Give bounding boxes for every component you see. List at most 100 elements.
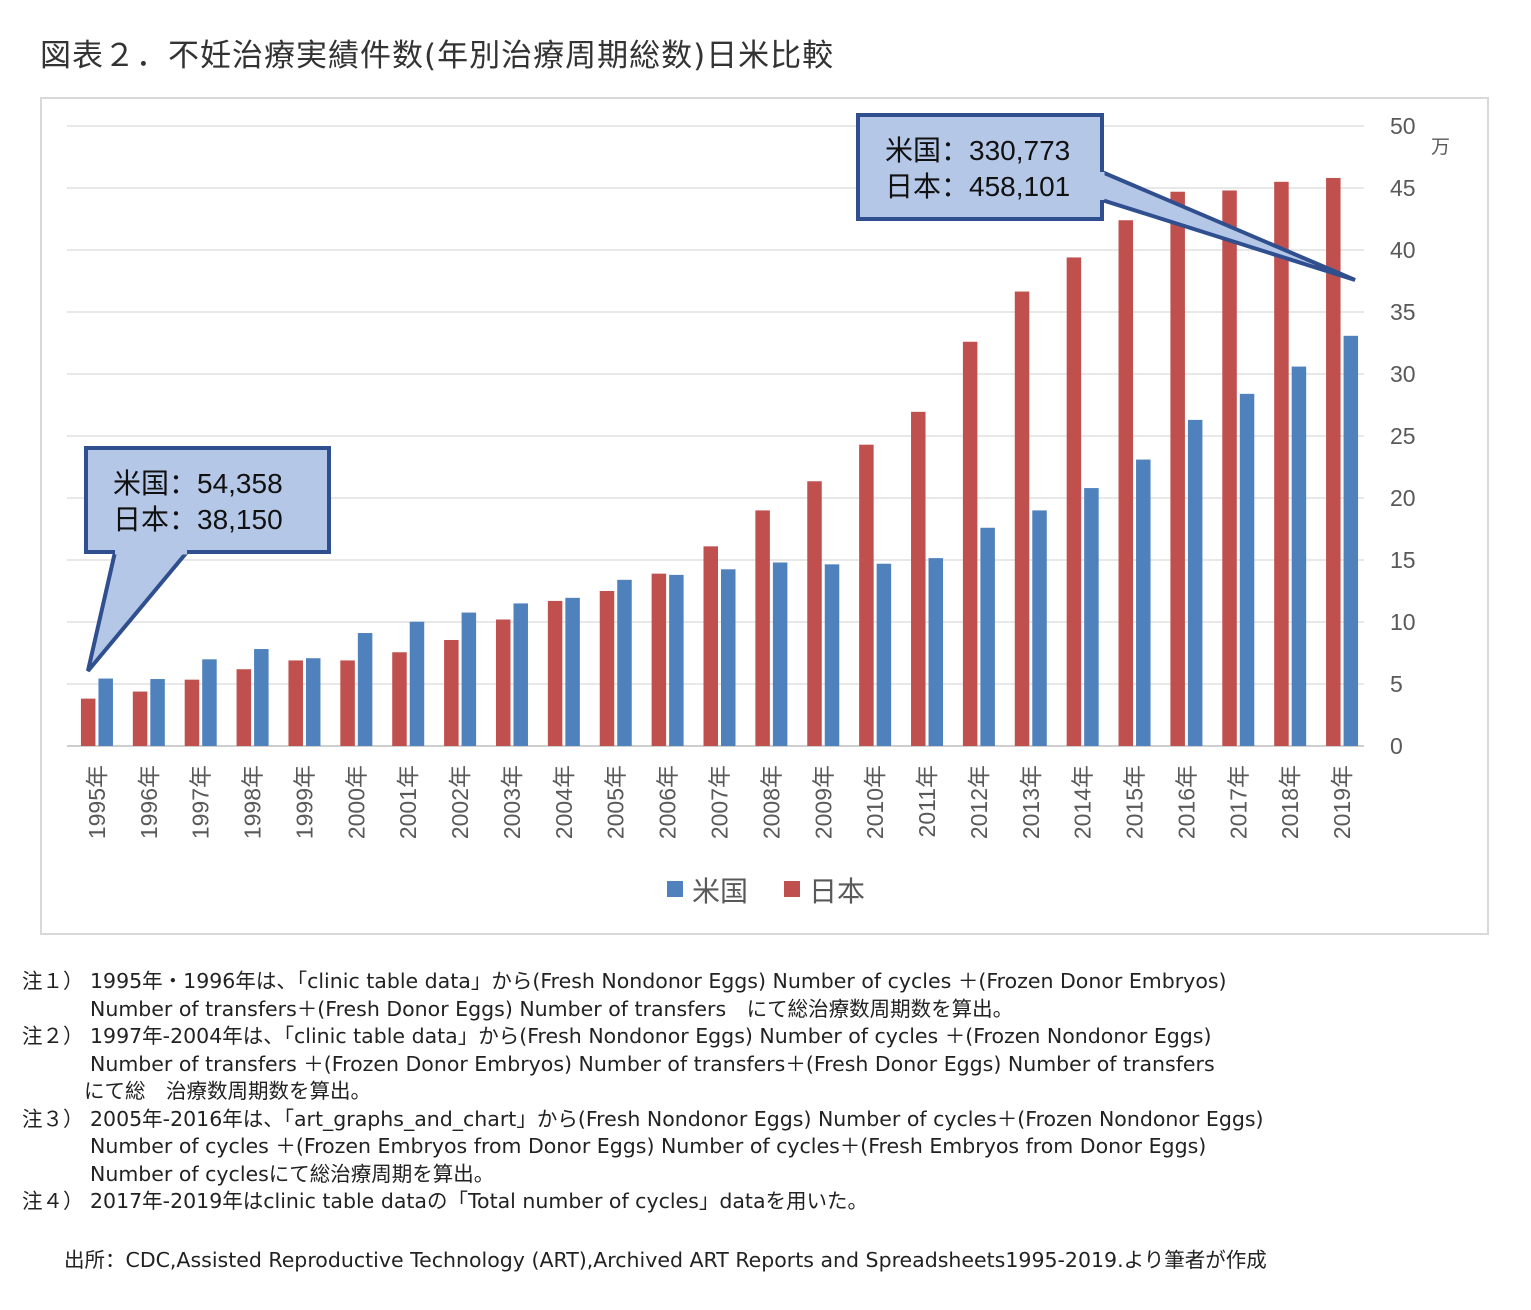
y-tick-label: 10 — [1390, 609, 1416, 635]
bar-japan — [340, 660, 355, 746]
bar-japan — [80, 698, 96, 746]
bar-japan — [703, 546, 718, 746]
legend-label: 日本 — [809, 876, 865, 907]
x-tick-label: 2009年 — [810, 765, 836, 839]
bar-japan — [807, 481, 822, 746]
note-line: 1995年・1996年は、「clinic table data」から(Fresh… — [90, 969, 1227, 993]
source-citation: 出所：CDC,Assisted Reproductive Technology … — [64, 1248, 1267, 1272]
bar-usa — [1136, 459, 1151, 746]
note-4: 注４） 2017年-2019年はclinic table dataの「Total… — [22, 1188, 1502, 1216]
bar-japan — [599, 591, 615, 746]
x-tick-label: 1997年 — [188, 765, 214, 839]
x-tick-label: 2010年 — [862, 765, 888, 839]
bar-japan — [444, 639, 459, 746]
bar-usa — [513, 603, 528, 746]
x-tick-label: 2015年 — [1122, 765, 1148, 839]
x-tick-label: 2014年 — [1070, 765, 1096, 839]
y-tick-label: 35 — [1390, 299, 1416, 325]
callout-text: 米国：54,358 — [113, 468, 283, 499]
x-tick-label: 2018年 — [1277, 765, 1303, 839]
legend-swatch — [784, 881, 800, 897]
note-line: Number of cycles ＋(Frozen Embryos from D… — [90, 1134, 1207, 1158]
page-title: 図表２．不妊治療実績件数(年別治療周期総数)日米比較 — [40, 38, 835, 74]
note-line: Number of transfers ＋(Frozen Donor Embry… — [90, 1051, 1215, 1076]
bar-japan — [547, 600, 563, 746]
notes: 注１） 1995年・1996年は、「clinic table data」から(F… — [22, 968, 1502, 1216]
x-tick-label: 1998年 — [240, 765, 266, 839]
bar-japan — [962, 341, 978, 746]
x-tick-label: 2008年 — [758, 765, 784, 839]
y-tick-label: 30 — [1390, 361, 1416, 387]
note-3: 注３） 2005年-2016年は、「art_graphs_and_chart」か… — [22, 1106, 1502, 1189]
bar-japan — [1222, 190, 1237, 747]
bar-usa — [305, 658, 321, 746]
bar-usa — [565, 597, 580, 746]
note-line: 1997年-2004年は、「clinic table data」から(Fresh… — [90, 1024, 1212, 1048]
bar-japan — [132, 691, 148, 746]
y-tick-label: 40 — [1390, 237, 1416, 263]
note-label: 注２） — [22, 1024, 84, 1048]
y-tick-label: 5 — [1390, 671, 1403, 697]
bar-japan — [1066, 257, 1082, 746]
legend-swatch — [667, 881, 683, 897]
bar-usa — [669, 574, 684, 746]
note-label: 注１） — [22, 969, 84, 993]
bar-usa — [1032, 510, 1047, 746]
x-tick-label: 1995年 — [84, 765, 110, 839]
bar-japan — [1326, 177, 1341, 746]
chart-frame — [40, 97, 1489, 935]
y-tick-label: 0 — [1390, 733, 1403, 759]
bar-usa — [254, 649, 269, 746]
bar-usa — [409, 621, 425, 746]
bar-japan — [911, 411, 926, 746]
bar-chart: 0 5 10 15 20 25 30 35 40 45 50 万 1995年 1996年 1997年 1998… — [67, 113, 1450, 907]
bar-usa — [1343, 335, 1359, 746]
bar-usa — [1084, 488, 1099, 746]
x-tick-label: 2000年 — [343, 765, 369, 839]
y-unit-label: 万 — [1431, 137, 1450, 158]
bar-usa — [98, 678, 113, 746]
bar-usa — [202, 659, 217, 746]
bar-japan — [236, 669, 252, 746]
note-line: 2017年-2019年はclinic table dataの「Total num… — [90, 1189, 869, 1213]
bar-usa — [1187, 419, 1203, 746]
bar-usa — [721, 569, 736, 746]
y-tick-label: 50 — [1390, 113, 1416, 139]
x-tick-label: 2016年 — [1173, 765, 1199, 839]
bar-japan — [184, 679, 200, 746]
bar-usa — [772, 562, 788, 746]
bar-japan — [1274, 181, 1289, 747]
x-tick-label: 2007年 — [707, 765, 733, 839]
y-tick-label: 25 — [1390, 423, 1416, 449]
bar-japan — [859, 444, 874, 746]
bar-japan — [392, 652, 407, 746]
bar-usa — [824, 564, 840, 746]
note-line: 2005年-2016年は、「art_graphs_and_chart」から(Fr… — [90, 1106, 1264, 1131]
x-tick-label: 1999年 — [291, 765, 317, 839]
callout-text: 米国：330,773 — [885, 135, 1070, 166]
bar-usa — [1291, 366, 1307, 746]
bar-japan — [1170, 191, 1185, 747]
bar-usa — [980, 527, 995, 746]
y-tick-label: 20 — [1390, 485, 1416, 511]
x-tick-label: 2004年 — [551, 765, 577, 839]
bar-japan — [1118, 220, 1134, 747]
x-tick-label: 2017年 — [1225, 765, 1251, 839]
x-tick-label: 2005年 — [603, 765, 629, 839]
bar-japan — [495, 619, 511, 746]
x-tick-label: 2013年 — [1018, 765, 1044, 839]
callout-pointer — [85, 550, 192, 673]
note-line: Number of transfers＋(Fresh Donor Eggs) N… — [90, 996, 1014, 1021]
x-tick-label: 2012年 — [966, 765, 992, 839]
bar-japan — [1014, 291, 1030, 746]
y-tick-label: 15 — [1390, 547, 1416, 573]
y-tick-label: 45 — [1390, 175, 1416, 201]
note-line: にて総 治療数周期数を算出。 — [84, 1079, 371, 1103]
bar-usa — [876, 563, 892, 746]
legend-label: 米国 — [692, 876, 748, 907]
bar-usa — [150, 679, 165, 746]
note-1: 注１） 1995年・1996年は、「clinic table data」から(F… — [22, 968, 1502, 1023]
callout-box — [856, 113, 1104, 221]
note-label: 注３） — [22, 1106, 84, 1131]
note-label: 注４） — [22, 1189, 84, 1213]
